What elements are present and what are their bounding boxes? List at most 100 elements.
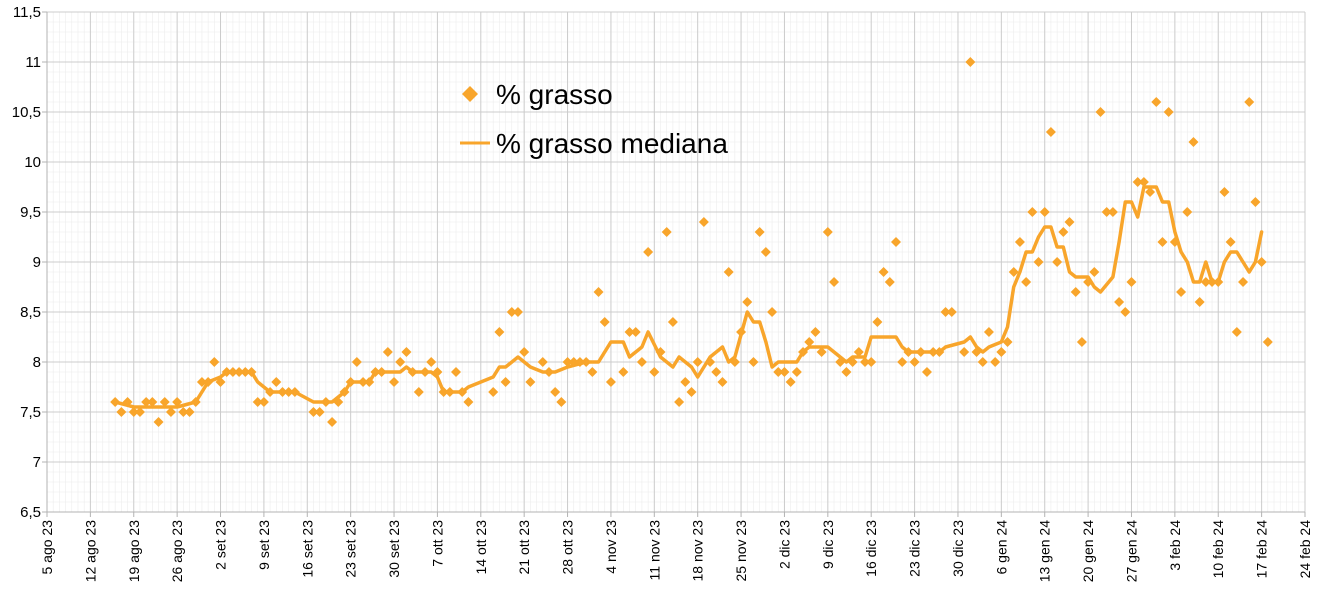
data-point	[320, 397, 331, 407]
data-point	[1219, 187, 1230, 197]
data-point	[1132, 177, 1143, 187]
data-point	[692, 357, 703, 367]
data-point	[946, 307, 957, 317]
data-point	[1213, 277, 1224, 287]
data-point	[122, 397, 133, 407]
data-point	[636, 357, 647, 367]
x-tick-label: 30 dic 23	[950, 520, 966, 577]
x-tick-label: 13 gen 24	[1037, 520, 1053, 582]
data-point	[649, 367, 660, 377]
data-point	[847, 357, 858, 367]
data-point	[1262, 337, 1273, 347]
data-point	[246, 367, 257, 377]
data-point	[178, 407, 189, 417]
data-point	[345, 377, 356, 387]
x-tick-label: 7 ott 23	[429, 520, 445, 567]
y-tick-label: 11,5	[13, 4, 41, 21]
data-point	[884, 277, 895, 287]
data-point	[1014, 237, 1025, 247]
data-point	[866, 357, 877, 367]
x-tick-label: 28 ott 23	[560, 520, 576, 575]
data-point	[798, 347, 809, 357]
data-point	[308, 407, 319, 417]
data-point	[265, 387, 276, 397]
data-point	[1138, 177, 1149, 187]
x-tick-label: 16 dic 23	[863, 520, 879, 577]
data-point	[190, 397, 201, 407]
data-point	[1176, 287, 1187, 297]
data-point	[909, 357, 920, 367]
data-point	[835, 357, 846, 367]
data-point	[537, 357, 548, 367]
data-point	[903, 347, 914, 357]
data-point	[500, 377, 511, 387]
data-point	[816, 347, 827, 357]
data-point	[258, 397, 269, 407]
data-point	[1182, 207, 1193, 217]
data-point	[680, 377, 691, 387]
data-point	[252, 397, 263, 407]
x-tick-label: 11 nov 23	[646, 520, 662, 581]
data-point	[921, 367, 932, 377]
data-point	[562, 357, 573, 367]
legend-label-grasso: % grasso	[496, 79, 613, 110]
data-point	[822, 227, 833, 237]
data-point	[444, 387, 455, 397]
x-tick-label: 12 ago 23	[82, 520, 98, 582]
data-point	[624, 327, 635, 337]
data-point	[599, 317, 610, 327]
data-point	[581, 357, 592, 367]
data-point	[1238, 277, 1249, 287]
legend: % grasso % grasso mediana	[460, 79, 728, 159]
x-tick-label: 6 gen 24	[993, 520, 1009, 575]
data-point	[1120, 307, 1131, 317]
x-tick-label: 2 set 23	[213, 520, 229, 570]
data-point	[1169, 237, 1180, 247]
x-tick-label: 2 dic 23	[776, 520, 792, 569]
data-point	[717, 377, 728, 387]
data-point	[333, 397, 344, 407]
y-tick-label: 11	[25, 54, 41, 71]
data-point	[872, 317, 883, 327]
data-point	[209, 357, 220, 367]
data-point	[1021, 277, 1032, 287]
data-point	[1250, 197, 1261, 207]
data-point	[915, 347, 926, 357]
data-point	[1107, 207, 1118, 217]
data-point	[841, 367, 852, 377]
data-point	[488, 387, 499, 397]
data-point	[426, 357, 437, 367]
x-tick-label: 14 ott 23	[473, 520, 489, 575]
data-point	[165, 407, 176, 417]
data-point	[172, 397, 183, 407]
data-point	[203, 377, 214, 387]
data-point	[1089, 267, 1100, 277]
data-point	[451, 367, 462, 377]
data-point	[853, 347, 864, 357]
data-point	[128, 407, 139, 417]
data-point	[525, 377, 536, 387]
data-point	[240, 367, 251, 377]
data-point	[116, 407, 127, 417]
data-point	[791, 367, 802, 377]
data-point	[221, 367, 232, 377]
median-series	[113, 185, 1264, 409]
data-point	[420, 367, 431, 377]
data-point	[407, 367, 418, 377]
data-point	[438, 387, 449, 397]
data-point	[289, 387, 300, 397]
x-tick-label: 5 ago 23	[39, 520, 55, 575]
data-point	[1145, 187, 1156, 197]
data-point	[543, 367, 554, 377]
data-point	[1095, 107, 1106, 117]
data-point	[110, 397, 121, 407]
data-point	[339, 387, 350, 397]
data-point	[512, 307, 523, 317]
data-point	[587, 367, 598, 377]
x-tick-label: 3 feb 24	[1167, 520, 1183, 571]
data-point	[1194, 297, 1205, 307]
data-point	[519, 347, 530, 357]
x-tick-label: 9 dic 23	[820, 520, 836, 569]
x-tick-label: 9 set 23	[256, 520, 272, 570]
data-point	[457, 387, 468, 397]
